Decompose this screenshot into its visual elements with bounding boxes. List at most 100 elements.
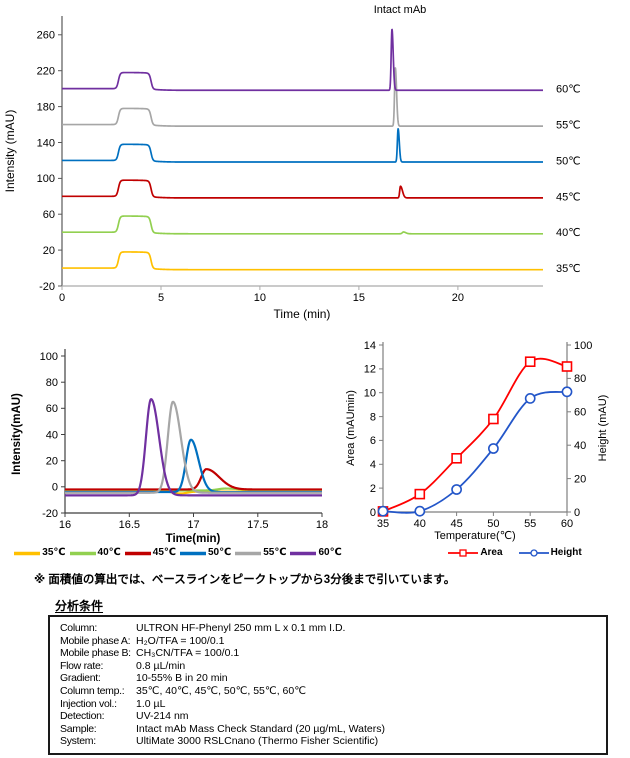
legend-item-Area: Area	[448, 547, 503, 558]
legend-item-55℃: 55℃	[235, 547, 286, 558]
y-tick-label: 20	[46, 456, 58, 468]
y-tick-label: 0	[52, 482, 58, 494]
condition-row: Column temp.: 35℃, 40℃, 45℃, 50℃, 55℃, 60…	[60, 685, 604, 698]
legend-item-45℃: 45℃	[124, 547, 176, 558]
marker-Height	[451, 484, 462, 495]
condition-value: H₂O/TFA = 100/0.1	[136, 634, 225, 647]
trace-50℃	[61, 128, 544, 163]
x-tick-label: 5	[158, 292, 164, 304]
x-axis-title: Time(min)	[166, 533, 221, 545]
x-tick-label: 17.5	[247, 519, 268, 531]
x-tick-label: 10	[254, 292, 266, 304]
right-tick-label: 80	[574, 373, 586, 385]
right-tick-label: 20	[574, 473, 586, 485]
right-axis-title: Height (mAU)	[597, 395, 609, 462]
x-tick-label: 50	[487, 518, 499, 530]
y-tick-label: 80	[46, 377, 58, 389]
marker-Height	[487, 443, 499, 454]
left-tick-label: 0	[370, 507, 376, 519]
legend-label: 35℃	[42, 547, 66, 558]
condition-row: Gradient: 10-55% B in 20 min	[60, 672, 604, 685]
y-tick-label: 140	[37, 137, 55, 149]
trace-60℃	[64, 398, 323, 497]
marker-Area	[414, 488, 426, 500]
condition-value: 10-55% B in 20 min	[136, 672, 228, 685]
footnote: ※ 面積値の算出では、ベースラインをピークトップから3分後まで引いています。	[34, 574, 456, 586]
legend-item-50℃: 50℃	[180, 547, 231, 558]
marker-Height	[561, 386, 573, 398]
x-tick-label: 16.5	[119, 519, 140, 531]
x-tick-label: 60	[561, 518, 573, 530]
y-tick-label: 260	[37, 30, 55, 42]
condition-label: System:	[60, 735, 96, 748]
x-tick-label: 55	[524, 518, 536, 530]
condition-label: Gradient:	[60, 672, 101, 685]
series-label-35℃: 35℃	[556, 263, 581, 275]
condition-label: Detection:	[60, 710, 105, 723]
series-label-50℃: 50℃	[556, 155, 581, 167]
series-label-55℃: 55℃	[556, 120, 581, 132]
y-tick-label: 220	[37, 66, 55, 78]
condition-label: Mobile phase A:	[60, 634, 131, 647]
series-label-40℃: 40℃	[556, 227, 581, 239]
legend-swatch	[518, 548, 549, 557]
trace-55℃	[64, 400, 323, 494]
marker-Area	[524, 356, 536, 368]
right-tick-label: 0	[574, 507, 580, 519]
condition-row: System: UltiMate 3000 RSLCnano (Thermo Fi…	[60, 735, 604, 748]
marker-Height	[414, 505, 426, 517]
legend-swatch	[290, 551, 317, 555]
area-height-legend: Area Height	[408, 547, 622, 558]
legend-swatch	[124, 551, 151, 555]
y-tick-label: -20	[42, 508, 58, 520]
legend-label: 50℃	[208, 547, 232, 558]
x-tick-label: 18	[316, 519, 328, 531]
left-tick-label: 4	[370, 459, 376, 471]
marker-Area	[561, 361, 573, 372]
y-tick-label: -20	[39, 281, 55, 293]
x-axis-title: Temperature(℃)	[434, 530, 515, 542]
condition-value: UV-214 nm	[136, 710, 189, 723]
right-tick-label: 60	[574, 407, 586, 419]
legend-label: Area	[480, 547, 503, 558]
x-tick-label: 16	[59, 519, 71, 531]
y-axis-title: Intensity (mAU)	[3, 110, 17, 193]
y-tick-label: 40	[46, 429, 58, 441]
condition-value: CH₃CN/TFA = 100/0.1	[136, 647, 240, 660]
y-tick-label: 60	[46, 403, 58, 415]
marker-Area	[451, 453, 462, 464]
left-tick-label: 6	[370, 435, 376, 447]
trace-50℃	[64, 438, 323, 494]
marker-Height	[524, 393, 536, 404]
series-label-45℃: 45℃	[556, 191, 581, 203]
conditions-table: Column: ULTRON HF-Phenyl 250 mm L x 0.1 m…	[48, 615, 608, 755]
curve-Area	[382, 357, 568, 513]
condition-row: Mobile phase B: CH₃CN/TFA = 100/0.1	[60, 647, 604, 660]
marker-Area	[488, 413, 499, 425]
legend-swatch	[180, 551, 206, 555]
condition-value: 1.0 µL	[136, 697, 166, 710]
x-tick-label: 45	[450, 518, 462, 530]
x-tick-label: 40	[414, 518, 426, 530]
legend-item-40℃: 40℃	[69, 547, 121, 558]
peak-annotation: Intact mAb	[374, 4, 427, 16]
x-axis-title: Time (min)	[274, 307, 331, 321]
zoom-chromatogram-chart: -20 0 20 40 60 80 100 16 16.5 17 17.5 18 Time(min) In…	[11, 349, 328, 545]
condition-value: Intact mAb Mass Check Standard (20 µg/mL…	[136, 722, 386, 735]
condition-row: Detection: UV-214 nm	[60, 710, 604, 723]
conditions-title: 分析条件	[55, 599, 104, 613]
condition-label: Sample:	[60, 722, 97, 735]
trace-55℃	[61, 67, 544, 128]
condition-label: Flow rate:	[60, 659, 104, 672]
left-tick-label: 2	[370, 483, 376, 495]
condition-row: Column: ULTRON HF-Phenyl 250 mm L x 0.1 m…	[60, 622, 604, 635]
temperature-legend: 35℃ 40℃ 45℃ 50℃ 55℃ 60℃	[14, 547, 342, 558]
right-tick-label: 40	[574, 440, 586, 452]
legend-label: Height	[550, 547, 582, 558]
trace-60℃	[61, 28, 544, 92]
full-chromatogram-chart: -20 20 60 100 140 180 220 260 0 5 10 15 20 Time (min)…	[3, 4, 581, 321]
curve-Height	[382, 390, 568, 514]
condition-value: ULTRON HF-Phenyl 250 mm L x 0.1 mm I.D.	[136, 622, 346, 634]
y-tick-label: 20	[43, 245, 55, 257]
